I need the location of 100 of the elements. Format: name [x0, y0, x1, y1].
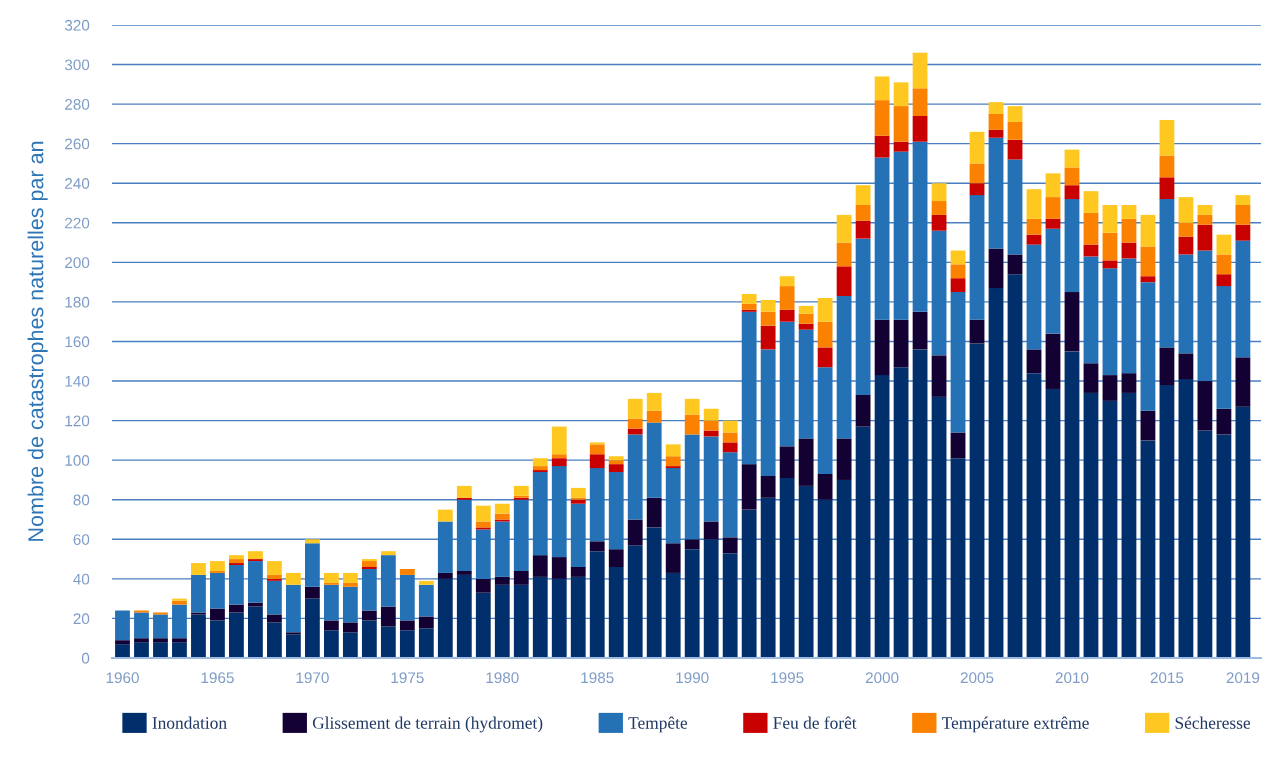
y-tick-label: 120: [65, 415, 90, 427]
bar: [1121, 242, 1137, 259]
bar: [798, 329, 814, 439]
bar: [912, 311, 928, 350]
bar: [779, 286, 795, 310]
bar: [513, 485, 529, 496]
bar: [608, 464, 624, 473]
bar: [115, 644, 130, 658]
bar: [267, 622, 282, 658]
bar: [684, 549, 700, 658]
bar: [285, 572, 301, 585]
x-tick-label: 1975: [391, 672, 424, 684]
bar: [342, 586, 358, 623]
bar: [1178, 222, 1194, 237]
bar: [722, 452, 738, 538]
bar: [969, 183, 985, 196]
bar: [437, 521, 453, 573]
bar: [988, 102, 1004, 115]
bar: [1007, 106, 1023, 122]
x-tick-label: 1965: [201, 672, 234, 684]
bar: [323, 572, 339, 583]
bar: [380, 551, 396, 556]
bar: [931, 183, 947, 202]
bar: [1178, 353, 1194, 380]
bar: [741, 311, 757, 465]
bar: [513, 570, 529, 585]
y-tick-label: 100: [65, 455, 90, 466]
bar: [380, 626, 396, 658]
legend-label: Sécheresse: [1175, 716, 1251, 729]
legend-label: Température extrême: [942, 716, 1089, 733]
bar: [1140, 410, 1156, 441]
bar: [1045, 228, 1061, 334]
bar: [1007, 254, 1023, 275]
y-tick-label: 60: [73, 534, 90, 545]
bar: [684, 414, 700, 435]
bar: [134, 638, 149, 643]
x-tick-label: 2019: [1226, 672, 1260, 684]
bar: [532, 458, 548, 467]
bar: [722, 442, 738, 453]
bar: [836, 242, 852, 267]
bar: [1178, 379, 1194, 658]
bar: [1216, 234, 1232, 255]
bar: [646, 410, 662, 423]
bar: [304, 586, 320, 599]
bar: [532, 576, 548, 658]
bar: [248, 606, 263, 658]
bar: [969, 319, 985, 344]
bar: [1159, 119, 1175, 156]
bar: [1102, 400, 1118, 658]
bar: [1197, 214, 1213, 225]
bar: [248, 602, 263, 607]
bar: [646, 497, 662, 528]
y-tick-label: 200: [65, 257, 90, 269]
y-tick-label: 260: [65, 138, 90, 150]
bar: [229, 555, 244, 560]
bar: [1159, 199, 1175, 348]
bar: [1216, 408, 1232, 435]
x-tick-label: 1995: [771, 672, 804, 684]
bar: [418, 584, 434, 617]
bar: [532, 466, 548, 471]
bar: [798, 305, 814, 314]
bar: [342, 632, 358, 658]
bar: [703, 420, 719, 431]
bar: [741, 303, 757, 310]
bar: [646, 422, 662, 498]
bar: [1121, 258, 1137, 374]
bar: [1026, 218, 1042, 235]
bar: [760, 325, 776, 350]
x-tick-label: 2000: [865, 672, 899, 684]
bar: [418, 580, 434, 585]
bar: [760, 349, 776, 476]
bar: [798, 438, 814, 486]
legend-label: Inondation: [152, 716, 227, 729]
bar: [172, 638, 187, 643]
bar: [304, 543, 320, 587]
bar: [893, 82, 909, 107]
bar: [323, 584, 339, 621]
bar: [931, 355, 947, 397]
bar: [1102, 232, 1118, 261]
bar: [191, 574, 206, 613]
bar: [210, 561, 225, 571]
bar: [760, 476, 776, 498]
bar: [210, 572, 225, 609]
bar: [513, 584, 529, 658]
bar: [285, 584, 301, 633]
bar: [1064, 185, 1080, 200]
y-tick-label: 160: [65, 336, 90, 348]
bar: [627, 418, 643, 429]
bar: [874, 135, 890, 158]
bar: [551, 578, 567, 658]
bar: [874, 375, 890, 658]
bar: [741, 509, 757, 658]
bar: [817, 474, 833, 500]
bar: [950, 278, 966, 293]
bar: [1197, 381, 1213, 431]
bar: [684, 434, 700, 540]
bar: [893, 106, 909, 142]
bar: [172, 604, 187, 639]
bar: [361, 610, 377, 621]
bar: [1121, 373, 1137, 393]
